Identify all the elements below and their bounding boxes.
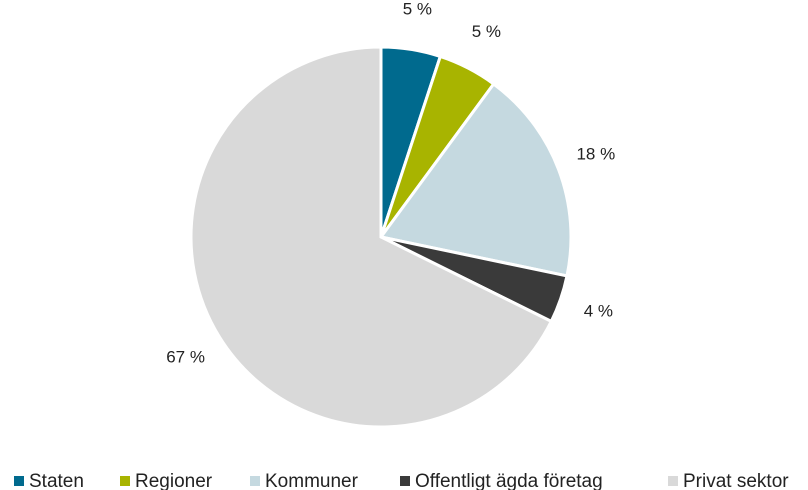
legend-label: Offentligt ägda företag (415, 471, 603, 490)
data-label: 67 % (166, 348, 205, 367)
pie-slice (378, 81, 573, 278)
legend-swatch (400, 476, 410, 486)
legend-label: Kommuner (265, 471, 359, 490)
legend-swatch (14, 476, 24, 486)
data-label: 5 % (472, 22, 501, 41)
data-label: 18 % (576, 144, 615, 163)
legend-swatch (250, 476, 260, 486)
legend-label: Staten (29, 471, 84, 490)
legend-swatch (668, 476, 678, 486)
data-label: 4 % (584, 302, 613, 321)
legend-label: Privat sektor (683, 471, 789, 490)
legend-swatch (120, 476, 130, 486)
data-label: 5 % (403, 0, 432, 18)
legend-label: Regioner (135, 471, 213, 490)
pie-slice (189, 45, 554, 429)
